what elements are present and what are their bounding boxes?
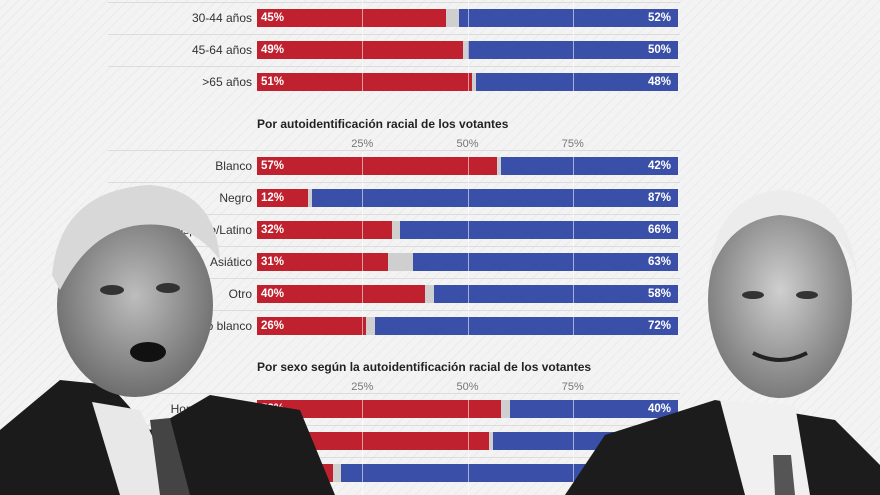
- bar-trump: [257, 400, 502, 418]
- row-divider: [108, 393, 680, 394]
- tick-label: 50%: [456, 381, 479, 393]
- category-label: 45-64 años: [191, 43, 252, 57]
- section-title-sex-race: Por sexo según la autoidentificación rac…: [257, 360, 592, 374]
- category-label: >65 años: [202, 75, 252, 89]
- category-label: 30-44 años: [191, 11, 252, 25]
- bar-biden: [400, 221, 678, 239]
- biden-photo: [565, 190, 880, 495]
- bar-biden: [459, 9, 678, 27]
- row-divider: [108, 214, 680, 215]
- tick-label: 25%: [351, 138, 374, 150]
- category-label: Blanco: [215, 159, 252, 173]
- gridline: [572, 0, 574, 92]
- category-label: Otro: [228, 287, 252, 301]
- gridline: [362, 395, 364, 495]
- row-divider: [108, 278, 680, 279]
- value-label-biden: 40%: [648, 403, 672, 415]
- row-divider: [108, 34, 680, 35]
- bar-trump: [257, 189, 308, 207]
- bar-trump: [257, 157, 497, 175]
- value-label-trump: 12%: [261, 192, 285, 204]
- bar-trump: [257, 317, 367, 335]
- gridline: [467, 152, 469, 336]
- value-label-biden: 48%: [648, 76, 672, 88]
- trump-photo: [0, 185, 335, 495]
- row-divider: [108, 150, 680, 151]
- bar-trump: [257, 41, 464, 59]
- bar-biden: [433, 285, 678, 303]
- gridline: [362, 152, 364, 336]
- bar-trump: [257, 253, 388, 271]
- bar-biden: [501, 157, 678, 175]
- value-label-trump: 26%: [261, 320, 285, 332]
- value-label-biden: 50%: [648, 44, 672, 56]
- value-label-biden: 87%: [648, 192, 672, 204]
- tick-label: 75%: [561, 138, 584, 150]
- bar-trump: [257, 221, 392, 239]
- tick-label: 25%: [351, 381, 374, 393]
- value-label-trump: 45%: [261, 12, 285, 24]
- value-label-trump: 32%: [261, 224, 285, 236]
- gridline: [572, 152, 574, 336]
- value-label-biden: 63%: [648, 256, 672, 268]
- section-title-race: Por autoidentificación racial de los vot…: [257, 117, 509, 131]
- value-label-trump: 31%: [261, 256, 285, 268]
- bar-trump: [257, 285, 426, 303]
- tick-label: 75%: [561, 381, 584, 393]
- value-label-trump: 57%: [261, 160, 285, 172]
- bar-biden: [509, 400, 678, 418]
- row-divider: [108, 66, 680, 67]
- row-divider: [108, 310, 680, 311]
- value-label-biden: 66%: [648, 224, 672, 236]
- bar-biden: [412, 253, 678, 271]
- value-label-biden: 52%: [648, 12, 672, 24]
- row-divider: [108, 246, 680, 247]
- row-divider: [108, 425, 680, 426]
- row-divider: [108, 182, 680, 183]
- value-label-trump: 49%: [261, 44, 285, 56]
- gridline: [362, 0, 364, 92]
- gridline: [572, 395, 574, 495]
- value-label-trump: 40%: [261, 288, 285, 300]
- bar-trump: [257, 9, 447, 27]
- bar-biden: [311, 189, 678, 207]
- row-divider: [108, 2, 680, 3]
- row-divider: [108, 457, 680, 458]
- value-label-biden: 58%: [648, 288, 672, 300]
- bar-biden: [475, 73, 678, 91]
- category-label: Asiático: [209, 255, 252, 269]
- category-label: Negro: [219, 191, 252, 205]
- tick-label: 50%: [456, 138, 479, 150]
- value-label-biden: 72%: [648, 320, 672, 332]
- gridline: [467, 0, 469, 92]
- bar-biden: [374, 317, 678, 335]
- bar-trump: [257, 73, 472, 91]
- value-label-trump: 51%: [261, 76, 285, 88]
- value-label-biden: 42%: [648, 160, 672, 172]
- gridline: [467, 395, 469, 495]
- bar-trump: [257, 432, 489, 450]
